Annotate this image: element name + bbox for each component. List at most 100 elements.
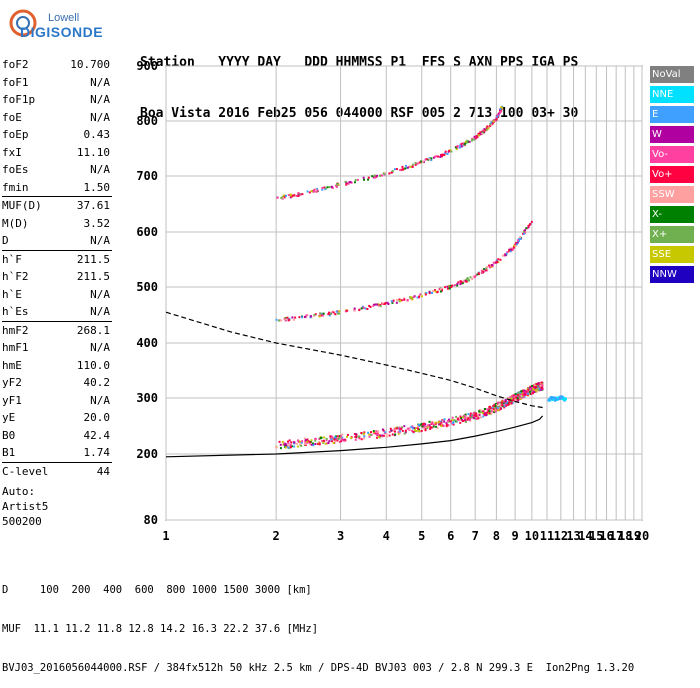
echo-point bbox=[451, 416, 454, 419]
y-tick-label: 300 bbox=[136, 391, 158, 405]
echo-point bbox=[489, 266, 492, 269]
echo-point bbox=[462, 280, 465, 283]
auto-line2: Artist5 bbox=[2, 500, 49, 513]
echo-point bbox=[556, 396, 559, 399]
echo-point bbox=[535, 388, 538, 391]
echo-point bbox=[355, 434, 358, 437]
echo-point bbox=[406, 166, 409, 169]
echo-point bbox=[350, 436, 353, 439]
echo-point bbox=[287, 444, 290, 447]
legend-item-vo-: Vo- bbox=[650, 146, 694, 163]
echo-point bbox=[409, 165, 412, 168]
echo-point bbox=[304, 443, 307, 446]
echo-point bbox=[470, 416, 473, 419]
echo-point bbox=[356, 178, 359, 181]
param-label: B1 bbox=[2, 446, 16, 459]
echo-point bbox=[345, 183, 348, 186]
echo-point bbox=[395, 168, 398, 171]
echo-point bbox=[427, 158, 430, 161]
echo-point bbox=[402, 168, 405, 171]
echo-point bbox=[354, 435, 357, 438]
echo-point bbox=[381, 174, 384, 177]
echo-point bbox=[399, 431, 402, 434]
echo-point bbox=[465, 280, 468, 283]
echo-point bbox=[469, 419, 472, 422]
echo-point bbox=[503, 405, 506, 408]
echo-point bbox=[420, 429, 423, 432]
x-tick-label: 6 bbox=[447, 529, 454, 543]
echo-point bbox=[488, 408, 491, 411]
param-label: h`E bbox=[2, 287, 22, 301]
echo-point bbox=[439, 423, 442, 426]
echo-point bbox=[353, 433, 356, 436]
echo-point bbox=[353, 307, 356, 310]
echo-point bbox=[442, 419, 445, 422]
echo-point bbox=[526, 393, 529, 396]
echo-point bbox=[322, 441, 325, 444]
echo-point bbox=[464, 140, 467, 143]
echo-point bbox=[506, 251, 509, 254]
echo-point bbox=[522, 395, 525, 398]
legend-item-nnw: NNW bbox=[650, 266, 694, 283]
echo-point bbox=[327, 442, 330, 445]
echo-point bbox=[453, 419, 456, 422]
echo-point bbox=[319, 312, 322, 315]
echo-point bbox=[439, 155, 442, 158]
echo-point bbox=[497, 409, 500, 412]
echo-point bbox=[515, 241, 518, 244]
echo-point bbox=[321, 312, 324, 315]
echo-point bbox=[399, 299, 402, 302]
echo-point bbox=[290, 445, 293, 448]
echo-point bbox=[448, 287, 451, 290]
echo-point bbox=[419, 161, 422, 164]
x-tick-label: 13 bbox=[566, 529, 580, 543]
echo-point bbox=[419, 293, 422, 296]
echo-point bbox=[337, 438, 340, 441]
echo-point bbox=[460, 142, 463, 145]
echo-point bbox=[428, 424, 431, 427]
echo-point bbox=[494, 405, 497, 408]
echo-point bbox=[334, 435, 337, 438]
echo-point bbox=[413, 428, 416, 431]
echo-point bbox=[284, 318, 287, 321]
echo-point bbox=[484, 414, 487, 417]
param-label: MUF(D) bbox=[2, 199, 42, 212]
echo-point bbox=[467, 413, 470, 416]
echo-point bbox=[469, 414, 472, 417]
echo-point bbox=[472, 412, 475, 415]
echo-point bbox=[459, 283, 462, 286]
echo-point bbox=[449, 420, 452, 423]
echo-point bbox=[418, 295, 421, 298]
echo-point bbox=[381, 434, 384, 437]
echo-point bbox=[401, 429, 404, 432]
param-label: M(D) bbox=[2, 216, 29, 230]
echo-point bbox=[428, 291, 431, 294]
echo-point bbox=[399, 169, 402, 172]
echo-point bbox=[532, 388, 535, 391]
echo-point bbox=[417, 427, 420, 430]
echo-point bbox=[434, 421, 437, 424]
echo-point bbox=[439, 290, 442, 293]
echo-point bbox=[439, 287, 442, 290]
echo-point bbox=[451, 422, 454, 425]
param-label: foE bbox=[2, 110, 22, 124]
echo-point bbox=[313, 188, 316, 191]
echo-point bbox=[296, 445, 299, 448]
echo-point bbox=[515, 243, 518, 246]
echo-point bbox=[495, 117, 498, 120]
echo-point bbox=[530, 220, 533, 223]
echo-point bbox=[443, 153, 446, 156]
param-row: yE 20.0 bbox=[2, 409, 112, 427]
echo-point bbox=[456, 146, 459, 149]
echo-point bbox=[551, 397, 554, 400]
echo-point bbox=[532, 392, 535, 395]
echo-point bbox=[446, 419, 449, 422]
echo-point bbox=[338, 310, 341, 313]
echo-point bbox=[474, 412, 477, 415]
echo-point bbox=[478, 413, 481, 416]
legend-item-x-: X+ bbox=[650, 226, 694, 243]
echo-point bbox=[513, 244, 516, 247]
echo-point bbox=[279, 443, 282, 446]
echo-point bbox=[358, 309, 361, 312]
echo-point bbox=[509, 395, 512, 398]
